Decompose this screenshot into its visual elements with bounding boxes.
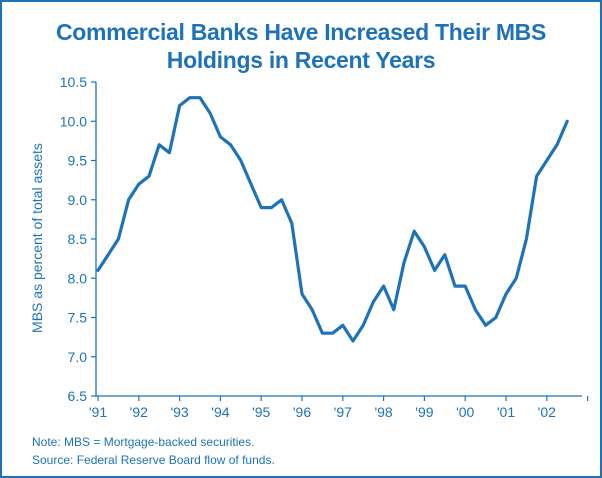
x-tick-label: '95 [252,404,270,420]
series-line [96,96,569,343]
source-text: Source: Federal Reserve Board flow of fu… [32,453,275,467]
x-tick-label: '97 [334,404,352,420]
x-tick-label: '02 [538,404,556,420]
chart-axes [95,82,582,397]
x-tick-label: '92 [130,404,148,420]
x-tick-label: '96 [293,404,311,420]
chart-title-line-1: Commercial Banks Have Increased Their MB… [55,19,547,45]
y-axis-ticks: 6.5 7.0 7.5 8.0 8.5 9.0 9.5 10.0 10.5 [60,74,96,404]
x-tick-label: '94 [211,404,229,420]
x-tick-label: '91 [89,404,107,420]
y-tick-label: 10.5 [60,74,87,90]
y-tick-label: 9.0 [68,192,88,208]
x-tick-label: '99 [415,404,433,420]
x-tick-label: '98 [374,404,392,420]
y-tick-label: 9.5 [68,153,88,169]
x-axis-ticks: '91 '92 '93 '94 '95 '96 '97 '98 '99 '00 '01 '02 [89,396,589,420]
chart-notes: Note: MBS = Mortgage-backed securities. … [32,433,275,469]
y-tick-label: 10.0 [60,113,87,129]
note-text: Note: MBS = Mortgage-backed securities. [32,435,255,449]
chart-title-line-2: Holdings in Recent Years [166,47,436,73]
y-tick-label: 7.0 [68,349,88,365]
x-tick-label: '00 [456,404,474,420]
y-tick-label: 7.5 [68,310,88,326]
y-axis-label: MBS as percent of total assets [29,143,45,333]
x-tick-label: '01 [497,404,515,420]
chart-series [96,96,569,343]
chart-title: Commercial Banks Have Increased Their MB… [0,18,602,74]
y-tick-label: 6.5 [68,388,88,404]
x-tick-label: '93 [170,404,188,420]
y-tick-label: 8.0 [68,270,88,286]
y-tick-label: 8.5 [68,231,88,247]
